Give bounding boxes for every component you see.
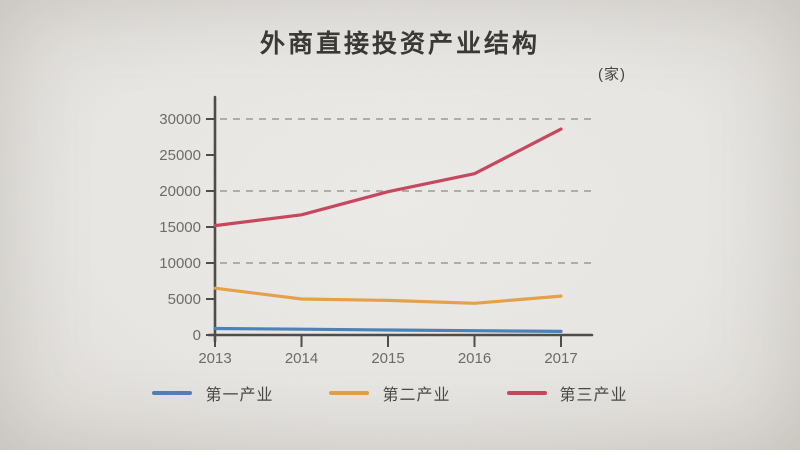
y-axis-labels: 0 5000 10000 15000 20000 25000 30000 <box>159 111 201 344</box>
x-axis-label-2013: 2013 <box>198 350 231 367</box>
unit-label: (家) <box>598 66 626 83</box>
y-axis-label-5000: 5000 <box>168 291 201 308</box>
x-axis-label-2017: 2017 <box>544 350 577 367</box>
x-axis-labels: 2013 2014 2015 2016 2017 <box>198 350 577 367</box>
y-axis-label-10000: 10000 <box>159 255 201 272</box>
series-line-tertiary-industry <box>213 127 563 228</box>
legend-swatch-tertiary-industry <box>506 391 547 395</box>
x-axis-label-2015: 2015 <box>371 350 404 367</box>
legend-item-secondary-industry: 第二产业 <box>329 381 450 405</box>
y-axis-label-20000: 20000 <box>159 183 201 200</box>
y-axis-label-25000: 25000 <box>159 147 201 164</box>
series-line-primary-industry <box>213 326 563 333</box>
series-line-secondary-industry <box>213 286 563 305</box>
y-axis-label-0: 0 <box>193 327 201 344</box>
axes <box>206 95 594 347</box>
series-lines <box>213 127 563 333</box>
legend-swatch-primary-industry <box>152 391 193 395</box>
legend-item-primary-industry: 第一产业 <box>152 381 273 405</box>
chart-title: 外商直接投资产业结构 <box>259 30 540 58</box>
legend-label-primary-industry: 第一产业 <box>205 387 274 404</box>
legend-label-tertiary-industry: 第三产业 <box>559 387 628 404</box>
gridlines <box>220 118 592 264</box>
x-axis-label-2016: 2016 <box>458 350 491 367</box>
x-axis-label-2014: 2014 <box>285 350 318 367</box>
legend-item-tertiary-industry: 第三产业 <box>506 381 628 405</box>
legend: 第一产业 第二产业 第三产业 <box>0 381 780 405</box>
y-axis-label-30000: 30000 <box>159 111 201 128</box>
legend-swatch-secondary-industry <box>329 391 370 395</box>
y-axis-label-15000: 15000 <box>159 219 201 236</box>
legend-label-secondary-industry: 第二产业 <box>382 387 451 404</box>
